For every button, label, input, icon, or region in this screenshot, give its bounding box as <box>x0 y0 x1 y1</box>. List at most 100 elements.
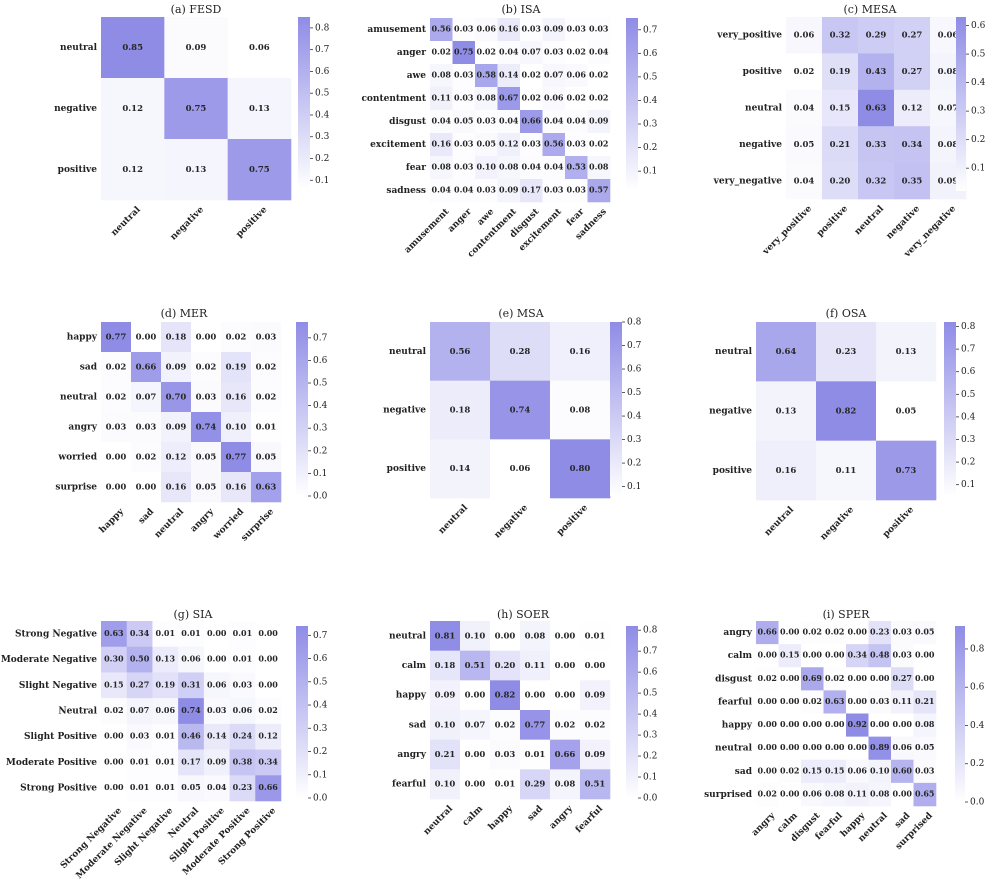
colorbar-tick-label: 0.4 <box>961 412 976 422</box>
heatmap-cell <box>801 759 824 784</box>
cell-value-label: 0.85 <box>122 43 143 53</box>
cell-value-label: 0.75 <box>249 165 270 175</box>
cell-value-label: 0.04 <box>432 185 452 195</box>
cell-value-label: 0.02 <box>589 70 608 80</box>
cell-value-label: 0.00 <box>758 650 778 660</box>
cell-value-label: 0.92 <box>848 719 867 729</box>
heatmap-cell <box>868 667 892 691</box>
cell-value-label: 0.04 <box>432 116 452 126</box>
cell-value-label: 0.08 <box>525 631 546 641</box>
heatmap-cell <box>823 690 847 714</box>
colorbar-tick-label: 0.3 <box>643 731 658 741</box>
y-tick-label: sad <box>80 363 98 373</box>
heatmap-cell <box>822 53 859 91</box>
cell-value-label: 0.00 <box>104 731 124 741</box>
heatmap-cell <box>587 110 611 134</box>
cell-value-label: 0.07 <box>522 47 541 57</box>
heatmap-cell <box>542 41 566 65</box>
y-tick-label: anger <box>397 48 426 58</box>
heatmap-cell <box>550 322 611 381</box>
cell-value-label: 0.00 <box>780 788 800 798</box>
x-tick-label: surprise <box>240 507 277 544</box>
panel-title: (a) FESD <box>171 3 222 16</box>
heatmap-cell <box>430 41 453 65</box>
cell-value-label: 0.03 <box>477 185 497 195</box>
cell-value-label: 0.73 <box>896 466 917 476</box>
heatmap-cell <box>823 759 847 784</box>
cell-value-label: 0.02 <box>589 93 608 103</box>
heatmap-cell <box>490 650 521 681</box>
colorbar-tick-label: 0.3 <box>961 435 976 445</box>
heatmap-cell <box>756 440 817 501</box>
cell-value-label: 0.74 <box>181 705 201 715</box>
heatmap-cell <box>251 442 282 473</box>
x-tick-label: negative <box>885 204 923 242</box>
cell-value-label: 0.34 <box>848 650 868 660</box>
cell-value-label: 0.46 <box>181 731 201 741</box>
cell-value-label: 0.10 <box>870 765 890 775</box>
cell-value-label: 0.00 <box>555 691 576 701</box>
colorbar-tick-label: 0.3 <box>315 132 330 142</box>
colorbar-tick-label: 0.5 <box>961 390 976 400</box>
heatmap-cell <box>164 139 228 201</box>
heatmap-cell <box>229 723 256 750</box>
heatmap-cell <box>587 133 611 157</box>
cell-value-label: 0.16 <box>570 347 591 357</box>
cell-value-label: 0.51 <box>465 661 486 671</box>
heatmap-cell <box>229 646 256 673</box>
y-tick-label: disgust <box>715 674 753 684</box>
heatmap-cell <box>460 739 491 770</box>
heatmap-cell <box>565 156 588 180</box>
cell-value-label: 0.06 <box>477 24 497 34</box>
cell-value-label: 0.12 <box>902 104 923 114</box>
heatmap-cell <box>191 382 222 413</box>
y-tick-label: angry <box>397 750 426 760</box>
cell-value-label: 0.00 <box>870 673 890 683</box>
cell-value-label: 0.03 <box>893 650 913 660</box>
heatmap-cell <box>913 667 937 691</box>
cell-value-label: 0.02 <box>104 705 123 715</box>
cell-value-label: 0.12 <box>122 104 143 114</box>
heatmap-cell <box>452 41 476 65</box>
cell-value-label: 0.02 <box>803 627 822 637</box>
heatmap-cell <box>430 680 461 711</box>
heatmap-cell <box>131 322 162 353</box>
cell-value-label: 0.12 <box>122 165 143 175</box>
cell-value-label: 0.02 <box>567 93 586 103</box>
cell-value-label: 0.07 <box>465 720 486 730</box>
heatmap-cell <box>823 667 847 691</box>
heatmap-cell <box>101 17 165 79</box>
cell-value-label: 0.00 <box>758 719 778 729</box>
cell-value-label: 0.08 <box>915 719 935 729</box>
cell-value-label: 0.01 <box>130 756 149 766</box>
heatmap-cell <box>221 472 252 503</box>
cell-value-label: 0.75 <box>454 47 473 57</box>
cell-value-label: 0.03 <box>136 423 157 433</box>
cell-value-label: 0.02 <box>522 93 541 103</box>
heatmap-cell <box>178 775 205 802</box>
y-tick-label: happy <box>396 691 427 701</box>
cell-value-label: 0.74 <box>510 406 531 416</box>
heatmap-cell <box>823 782 847 807</box>
panel-title: (d) MER <box>161 307 208 320</box>
cell-value-label: 0.03 <box>522 24 542 34</box>
colorbar-tick-label: 0.8 <box>961 322 976 332</box>
cell-value-label: 0.02 <box>196 363 217 373</box>
cell-value-label: 0.13 <box>156 654 176 664</box>
heatmap-cell <box>778 736 802 761</box>
heatmap-cell <box>891 736 914 761</box>
heatmap-cell <box>891 782 914 807</box>
cell-value-label: 0.06 <box>249 43 270 53</box>
cell-value-label: 0.03 <box>130 731 150 741</box>
cell-value-label: 0.00 <box>555 661 576 671</box>
heatmap-cell <box>913 759 937 784</box>
cell-value-label: 0.08 <box>938 67 959 77</box>
cell-value-label: 0.23 <box>870 627 890 637</box>
heatmap-cell <box>191 442 222 473</box>
cell-value-label: 0.05 <box>896 407 917 417</box>
heatmap-cell <box>178 749 205 776</box>
heatmap-cell <box>430 133 453 157</box>
heatmap-cell <box>460 769 491 800</box>
cell-value-label: 0.00 <box>258 628 278 638</box>
